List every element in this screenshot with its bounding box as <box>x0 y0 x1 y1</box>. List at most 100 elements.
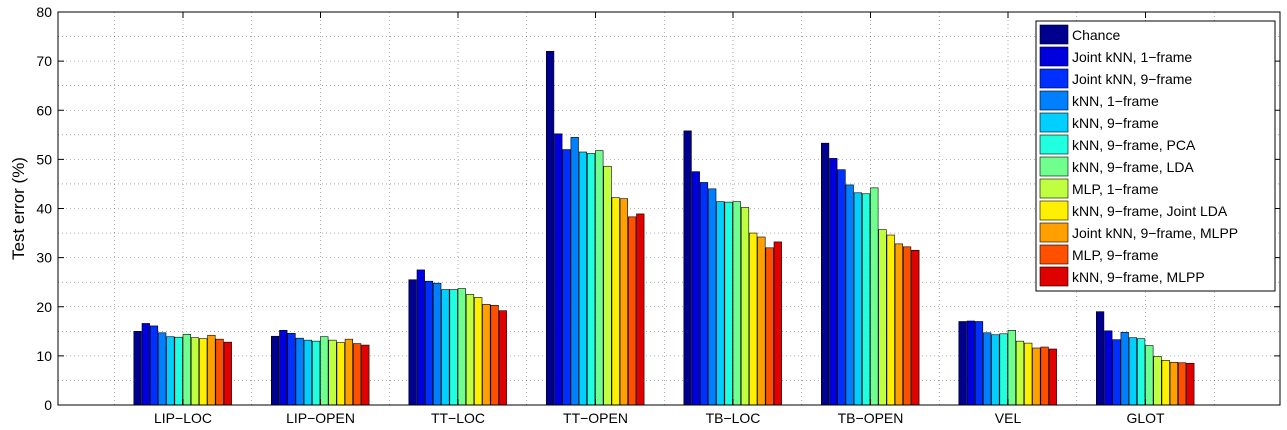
bar <box>408 279 417 406</box>
bar <box>490 304 499 406</box>
bar <box>344 338 354 406</box>
y-tick-label: 10 <box>36 348 52 364</box>
bar <box>1137 338 1146 406</box>
legend-swatch <box>1039 134 1069 155</box>
y-tick-label: 70 <box>36 53 52 69</box>
bar <box>1040 346 1049 406</box>
bar <box>352 343 362 406</box>
legend-swatch <box>1039 24 1069 45</box>
legend-label: kNN, 1−frame <box>1072 93 1159 109</box>
bar <box>562 149 571 406</box>
bar <box>279 330 288 406</box>
bar <box>223 341 232 406</box>
bar <box>699 182 709 406</box>
legend-swatch <box>1039 244 1069 265</box>
bar <box>958 321 967 406</box>
bar <box>166 336 175 406</box>
bar <box>361 344 370 406</box>
legend: Chance Joint kNN, 1−frame Joint kNN, 9−fra… <box>1035 20 1276 292</box>
bar <box>894 243 903 406</box>
legend-label: Joint kNN, 9−frame, MLPP <box>1072 225 1238 241</box>
bar <box>424 280 434 406</box>
bar <box>1178 362 1187 406</box>
y-axis-label: Test error (%) <box>9 157 28 260</box>
legend-box <box>1035 20 1276 292</box>
legend-swatch <box>1039 46 1069 67</box>
legend-label: Joint kNN, 9−frame <box>1072 71 1192 87</box>
bar <box>911 249 920 406</box>
legend-swatch <box>1039 178 1069 199</box>
bar <box>320 336 329 406</box>
bar <box>215 338 224 406</box>
legend-label: kNN, 9−frame, LDA <box>1072 159 1194 175</box>
bar <box>416 269 425 406</box>
bar <box>457 288 466 406</box>
bar <box>853 192 862 406</box>
bar <box>141 323 150 406</box>
bar <box>1112 339 1121 406</box>
bar <box>295 337 304 406</box>
legend-swatch <box>1039 200 1069 221</box>
bar <box>1032 347 1041 406</box>
bar <box>449 289 458 406</box>
bar <box>1161 359 1170 406</box>
bar <box>270 335 280 406</box>
bar <box>433 282 442 406</box>
legend-swatch <box>1039 90 1069 111</box>
bar <box>1169 361 1178 406</box>
bar <box>578 151 587 406</box>
bar <box>174 336 183 406</box>
legend-label: MLP, 9−frame <box>1072 247 1159 263</box>
bar <box>627 216 637 406</box>
bar <box>757 236 766 406</box>
x-tick-label: TT−OPEN <box>563 410 628 426</box>
bar <box>287 332 296 406</box>
bar <box>902 246 912 406</box>
bar <box>974 321 984 406</box>
bar <box>999 333 1008 406</box>
bars <box>133 50 1195 406</box>
legend-label: kNN, 9−frame, PCA <box>1072 137 1196 153</box>
bar <box>311 340 321 406</box>
y-tick-label: 80 <box>36 4 52 20</box>
bar <box>1048 348 1057 406</box>
bar <box>749 232 758 406</box>
y-tick-label: 30 <box>36 250 52 266</box>
y-tick-label: 0 <box>44 397 52 413</box>
bar <box>1120 331 1129 406</box>
bar <box>182 333 191 406</box>
y-tick-label: 60 <box>36 102 52 118</box>
bar <box>732 201 741 406</box>
bar <box>1153 356 1162 406</box>
bar <box>683 130 692 406</box>
x-tick-label: TB−OPEN <box>838 410 904 426</box>
bar <box>837 169 846 406</box>
y-axis: 0 10 20 30 40 50 60 70 80 <box>36 4 1280 413</box>
bar <box>586 153 596 406</box>
bar <box>861 193 871 406</box>
bar <box>724 201 733 406</box>
y-tick-label: 20 <box>36 299 52 315</box>
bar <box>636 213 645 406</box>
bar <box>691 171 700 406</box>
bar <box>845 184 854 406</box>
legend-swatch <box>1039 156 1069 177</box>
bar <box>611 197 620 406</box>
bar <box>207 334 216 406</box>
bar <box>829 158 838 406</box>
x-tick-label: GLOT <box>1126 410 1165 426</box>
bar <box>328 339 337 406</box>
bar <box>149 325 159 406</box>
bar <box>465 294 475 406</box>
bar <box>498 310 507 406</box>
legend-label: Joint kNN, 1−frame <box>1072 49 1192 65</box>
bar <box>820 142 830 406</box>
x-axis: LIP−LOC LIP−OPEN TT−LOC TT−OPEN TB−LOC TB−OPE… <box>154 12 1165 426</box>
bar <box>336 342 345 406</box>
bar <box>870 187 879 406</box>
bar <box>199 338 208 406</box>
bar <box>1186 362 1195 406</box>
bar <box>570 136 579 406</box>
bar <box>1015 340 1025 406</box>
bar <box>554 133 563 406</box>
